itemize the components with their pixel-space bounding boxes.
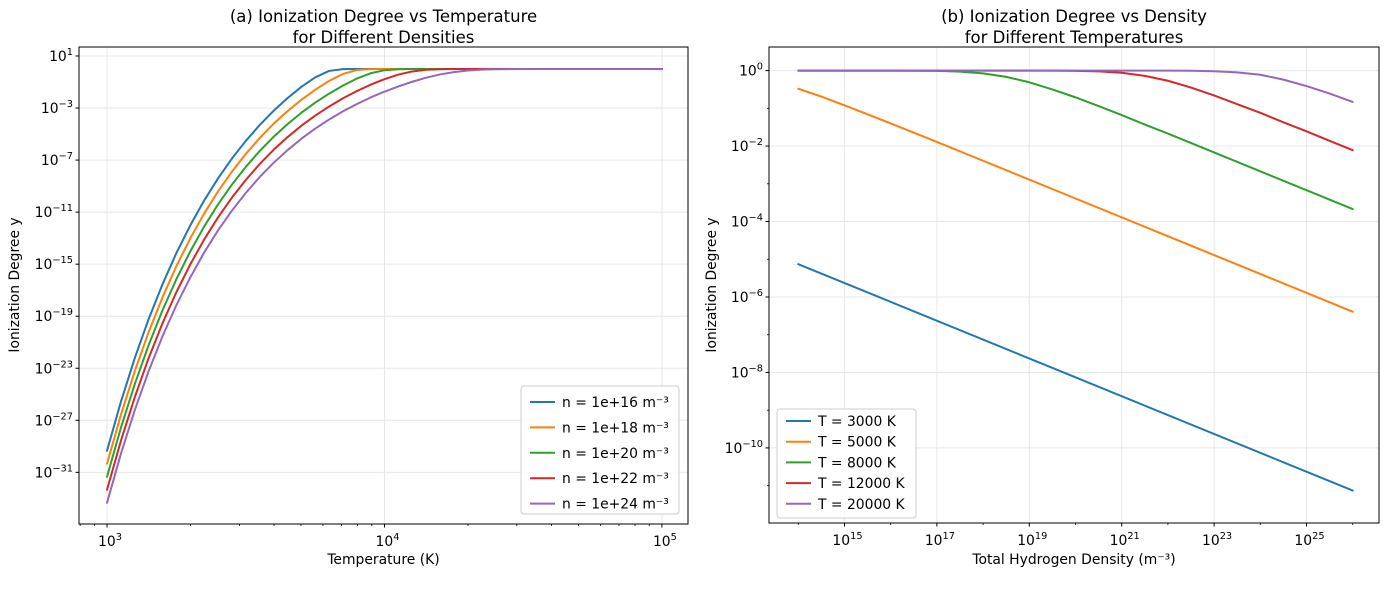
tick-label: 1019 — [1017, 531, 1047, 549]
tick-label: 100 — [739, 62, 763, 80]
tick-label: 10−10 — [725, 439, 763, 457]
series-line — [797, 69, 1354, 152]
tick-label: 104 — [376, 532, 400, 550]
series-group — [106, 67, 663, 504]
tick-label: 10−23 — [35, 359, 73, 377]
series-line — [797, 263, 1354, 492]
legend-label: T = 12000 K — [817, 476, 906, 492]
tick-label: 10−7 — [41, 151, 73, 169]
legend-label: T = 8000 K — [817, 455, 897, 471]
tick-label: 10−8 — [731, 363, 763, 381]
tick-label: 1023 — [1202, 531, 1232, 549]
legend: T = 3000 K T = 5000 K T = 8000 K T = 12000 … — [776, 408, 917, 519]
tick-label: 10−27 — [35, 411, 73, 429]
legend: n = 1e+16 m⁻³ n = 1e+18 m⁻³ n = 1e+20 m⁻³ n… — [520, 385, 680, 515]
legend-label: n = 1e+16 m⁻³ — [562, 395, 669, 411]
tick-label: 10−15 — [35, 255, 73, 273]
series-line — [797, 69, 1354, 103]
series-line — [106, 67, 663, 452]
legend-label: n = 1e+22 m⁻³ — [562, 471, 669, 487]
series-line — [797, 87, 1354, 313]
chart-b-title: (b) Ionization Degree vs Density for Dif… — [941, 7, 1207, 48]
series-line — [106, 67, 663, 491]
chart-b-xlabel: Total Hydrogen Density (m⁻³) — [972, 552, 1176, 568]
legend-label: T = 20000 K — [817, 497, 906, 513]
chart-b-ylabel: Ionization Degree y — [704, 217, 720, 353]
legend-label: T = 3000 K — [817, 414, 897, 430]
legend-label: n = 1e+24 m⁻³ — [562, 497, 669, 513]
series-line — [106, 67, 663, 478]
tick-label: 101 — [49, 47, 73, 65]
tick-label: 1017 — [925, 531, 955, 549]
legend-box — [520, 385, 680, 515]
axes-spines — [78, 46, 689, 525]
legend-label: T = 5000 K — [817, 435, 897, 451]
tick-label: 10−11 — [35, 203, 73, 221]
tick-label: 1021 — [1110, 531, 1140, 549]
tick-label: 10−2 — [731, 137, 763, 155]
tick-label: 10−3 — [41, 99, 73, 117]
chart-a-title: (a) Ionization Degree vs Temperature for… — [229, 7, 538, 48]
grid — [769, 47, 1379, 523]
tick-label: 105 — [653, 532, 677, 550]
tick-label: 1015 — [832, 531, 862, 549]
series-group — [797, 69, 1354, 492]
tick-label: 10−19 — [35, 307, 73, 325]
series-line — [106, 67, 663, 465]
tick-label: 10−31 — [35, 463, 73, 481]
tick-label: 1025 — [1294, 531, 1324, 549]
tick-label: 10−6 — [731, 288, 763, 306]
chart-a-ylabel: Ionization Degree y — [7, 217, 23, 353]
tick-label: 103 — [98, 532, 122, 550]
chart-a-plot: 103 104 105 101 10−3 10−7 10−11 10−15 10−19 10−23… — [35, 46, 689, 550]
chart-a-xlabel: Temperature (K) — [327, 552, 440, 568]
legend-label: n = 1e+20 m⁻³ — [562, 446, 669, 462]
series-line — [106, 67, 663, 504]
legend-box — [776, 408, 917, 519]
axes-spines — [768, 46, 1380, 524]
tick-label: 10−4 — [731, 213, 763, 231]
grid — [79, 47, 688, 524]
chart-b-plot: 1015 1017 1019 1021 1023 1025 100 10−2 10−4 10−6 1… — [725, 46, 1380, 549]
series-line — [797, 69, 1354, 211]
legend-label: n = 1e+18 m⁻³ — [562, 420, 669, 436]
